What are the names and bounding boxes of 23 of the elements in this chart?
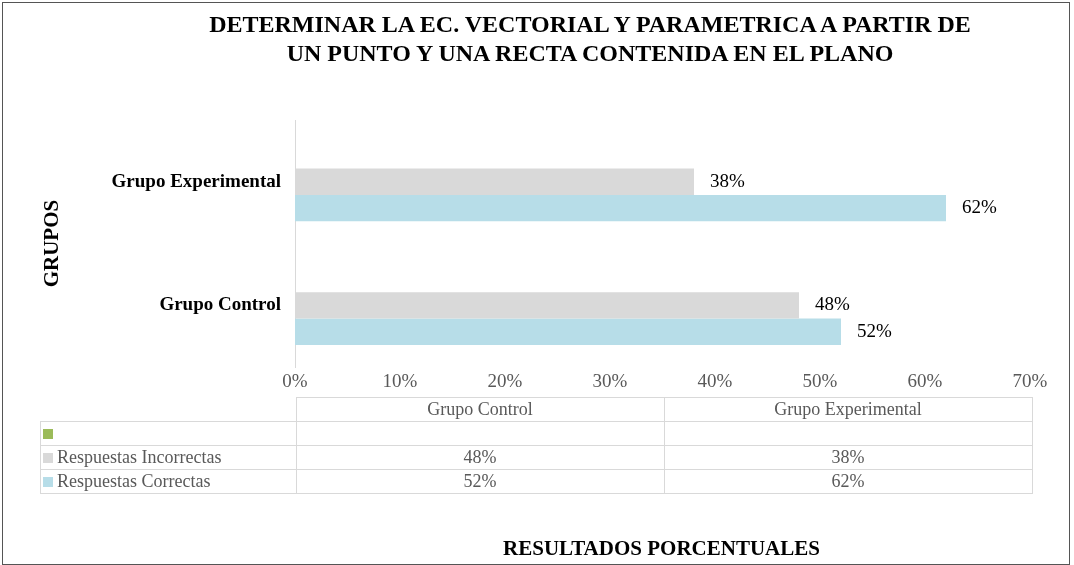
- data-label: 52%: [857, 319, 892, 341]
- text: 52%: [463, 471, 497, 491]
- x-tick-label: 10%: [382, 369, 418, 391]
- text: 38%: [831, 447, 865, 467]
- x-tick-label: 0%: [282, 369, 308, 391]
- text: RESULTADOS PORCENTUALES: [502, 536, 821, 561]
- category-label: Grupo Control: [427, 399, 533, 419]
- text: 48%: [463, 447, 497, 467]
- text: 62%: [831, 471, 865, 491]
- data-label: 38%: [710, 169, 745, 191]
- x-tick-label: 40%: [697, 369, 733, 391]
- x-tick-label: 20%: [487, 369, 523, 391]
- x-tick-label: 30%: [592, 369, 628, 391]
- x-tick-label: 60%: [907, 369, 943, 391]
- category-label: Grupo Experimental: [774, 399, 922, 419]
- chart-title: DETERMINAR LA EC. VECTORIAL Y PARAMETRICA A PARTIR DE UN PUNTO Y UNA RECTA CONTENIDA EN EL PLANO: [208, 10, 972, 68]
- data-label: 48%: [815, 293, 850, 315]
- legend-label: Respuestas Correctas: [40, 469, 296, 494]
- y-axis-title: GRUPOS: [39, 199, 64, 288]
- data-label: 62%: [962, 196, 997, 218]
- legend-label: Respuestas Incorrectas: [40, 445, 296, 470]
- x-tick-label: 50%: [802, 369, 838, 391]
- x-tick-label: 70%: [1012, 369, 1048, 391]
